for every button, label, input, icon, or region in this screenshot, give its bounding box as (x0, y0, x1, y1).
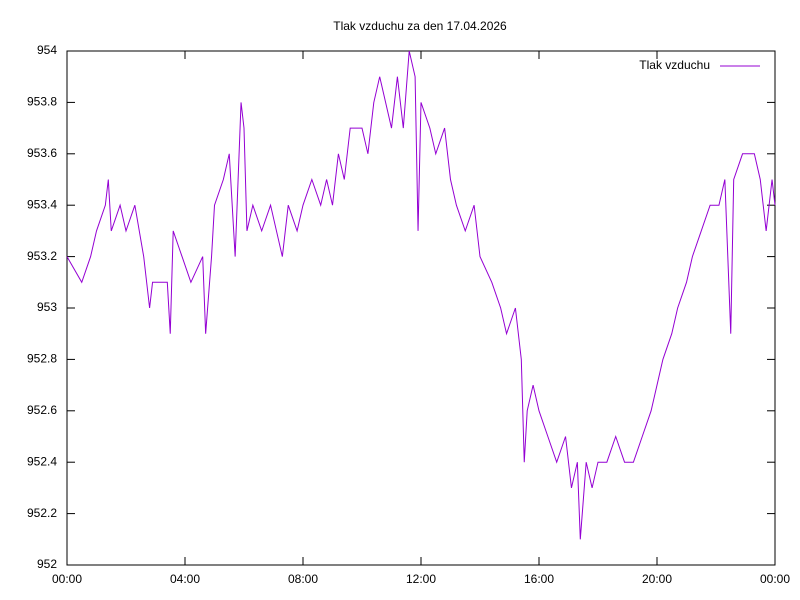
y-tick-label: 953 (37, 300, 57, 314)
x-tick-label: 16:00 (524, 572, 554, 586)
x-tick-label: 04:00 (170, 572, 200, 586)
x-tick-label: 08:00 (288, 572, 318, 586)
y-tick-label: 952.4 (27, 454, 57, 468)
y-tick-label: 952.8 (27, 352, 57, 366)
data-line (66, 50, 776, 540)
x-tick-label: 00:00 (52, 572, 82, 586)
y-tick-label: 952.6 (27, 403, 57, 417)
y-tick-label: 953.2 (27, 249, 57, 263)
legend-label: Tlak vzduchu (639, 58, 710, 72)
y-tick-label: 954 (37, 43, 57, 57)
y-tick-label: 953.6 (27, 146, 57, 160)
y-tick-label: 953.8 (27, 95, 57, 109)
x-tick-label: 12:00 (406, 572, 436, 586)
y-tick-label: 952 (37, 557, 57, 571)
chart-title: Tlak vzduchu za den 17.04.2026 (333, 19, 507, 33)
x-tick-label: 00:00 (760, 572, 790, 586)
y-tick-label: 952.2 (27, 506, 57, 520)
y-tick-label: 953.4 (27, 197, 57, 211)
x-tick-label: 20:00 (642, 572, 672, 586)
